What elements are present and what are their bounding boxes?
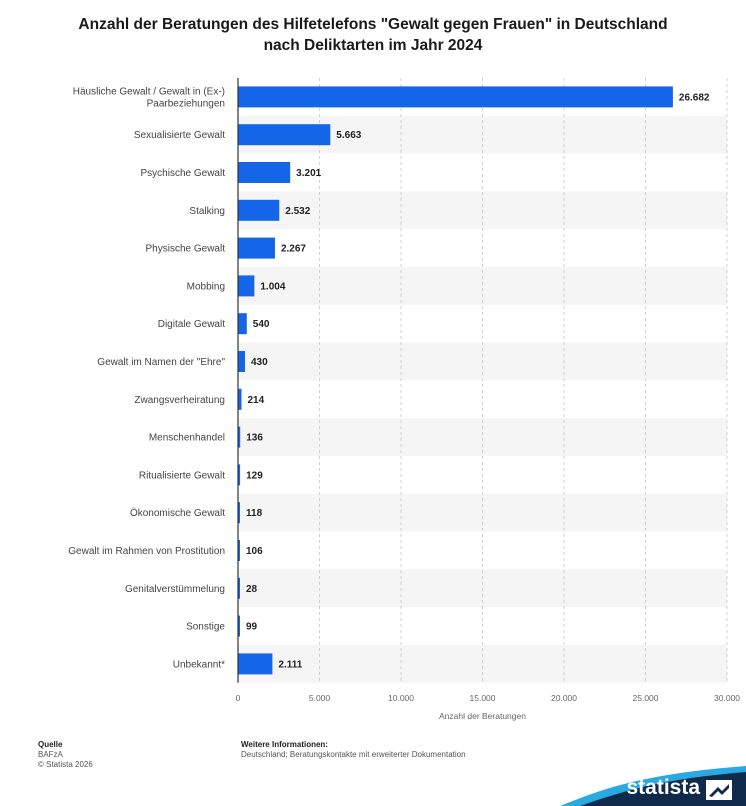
category-label: Mobbing (187, 281, 225, 292)
data-label: 540 (253, 319, 270, 330)
data-label: 99 (246, 622, 258, 633)
source-block: Quelle BAFzA © Statista 2026 (38, 740, 93, 770)
x-tick-label: 0 (236, 693, 241, 703)
bar (238, 199, 280, 221)
bar (238, 162, 291, 183)
x-tick-label: 15.000 (470, 693, 496, 703)
more-info-heading: Weitere Informationen: (241, 740, 328, 749)
category-label: Gewalt im Rahmen von Prostitution (68, 546, 225, 557)
bar (238, 577, 240, 599)
category-label: Unbekannt* (173, 659, 225, 670)
bar (238, 237, 275, 259)
category-label: Gewalt im Namen der "Ehre" (97, 357, 225, 368)
category-label: Paarbeziehungen (147, 98, 225, 109)
category-label: Stalking (189, 206, 225, 217)
category-label: Sexualisierte Gewalt (134, 130, 225, 141)
bar (238, 464, 241, 486)
x-tick-label: 10.000 (388, 693, 414, 703)
x-axis-title: Anzahl der Beratungen (439, 711, 526, 721)
data-label: 2.267 (281, 244, 306, 255)
chart-title: Anzahl der Beratungen des Hilfetelefons … (0, 14, 746, 56)
chart-title-line-1: Anzahl der Beratungen des Hilfetelefons … (78, 16, 668, 33)
bar (238, 502, 240, 524)
category-label: Genitalverstümmelung (125, 584, 225, 595)
data-label: 5.663 (336, 130, 361, 141)
bar (238, 351, 246, 372)
data-label: 2.532 (285, 206, 310, 217)
data-label: 118 (246, 508, 263, 519)
category-label: Sonstige (186, 622, 225, 633)
bar-chart: 26.682 Häusliche Gewalt / Gewalt in (Ex-)… (68, 78, 740, 721)
data-label: 214 (247, 395, 264, 406)
logo-text: statista (626, 776, 700, 799)
bar (238, 86, 673, 108)
row-stripe (238, 267, 727, 305)
bar (238, 388, 242, 410)
category-label: Physische Gewalt (146, 244, 226, 255)
row-stripe (238, 645, 727, 683)
category-label: Ritualisierte Gewalt (139, 470, 225, 481)
category-label: Häusliche Gewalt / Gewalt in (Ex-) (73, 86, 225, 97)
data-label: 136 (246, 433, 263, 444)
x-tick-label: 5.000 (309, 693, 331, 703)
data-label: 106 (246, 546, 263, 557)
bar (238, 313, 247, 335)
data-label: 430 (251, 357, 268, 368)
data-label: 2.111 (278, 659, 302, 670)
data-label: 26.682 (679, 92, 710, 103)
category-label: Digitale Gewalt (158, 319, 225, 330)
source-text: BAFzA (38, 750, 63, 759)
bar (238, 615, 240, 637)
more-info-text: Deutschland; Beratungskontakte mit erwei… (241, 750, 466, 759)
x-tick-label: 20.000 (551, 693, 577, 703)
bar (238, 653, 273, 675)
data-label: 1.004 (260, 281, 285, 292)
chart-title-line-2: nach Deliktarten im Jahr 2024 (263, 37, 483, 54)
bar (238, 426, 241, 448)
bar (238, 124, 331, 146)
bar (238, 275, 255, 297)
data-label: 3.201 (296, 168, 321, 179)
category-label: Psychische Gewalt (141, 168, 226, 179)
row-stripe (238, 418, 727, 456)
data-label: 129 (246, 470, 263, 481)
x-tick-label: 25.000 (633, 693, 659, 703)
more-info-block: Weitere Informationen: Deutschland; Bera… (241, 740, 466, 760)
category-label: Zwangsverheiratung (134, 395, 225, 406)
x-tick-label: 30.000 (714, 693, 740, 703)
category-label: Ökonomische Gewalt (130, 507, 225, 519)
bar (238, 540, 240, 561)
source-heading: Quelle (38, 740, 63, 749)
copyright-text: © Statista 2026 (38, 760, 93, 769)
data-label: 28 (246, 584, 258, 595)
category-label: Menschenhandel (149, 433, 225, 444)
statista-logo-icon (706, 780, 732, 800)
